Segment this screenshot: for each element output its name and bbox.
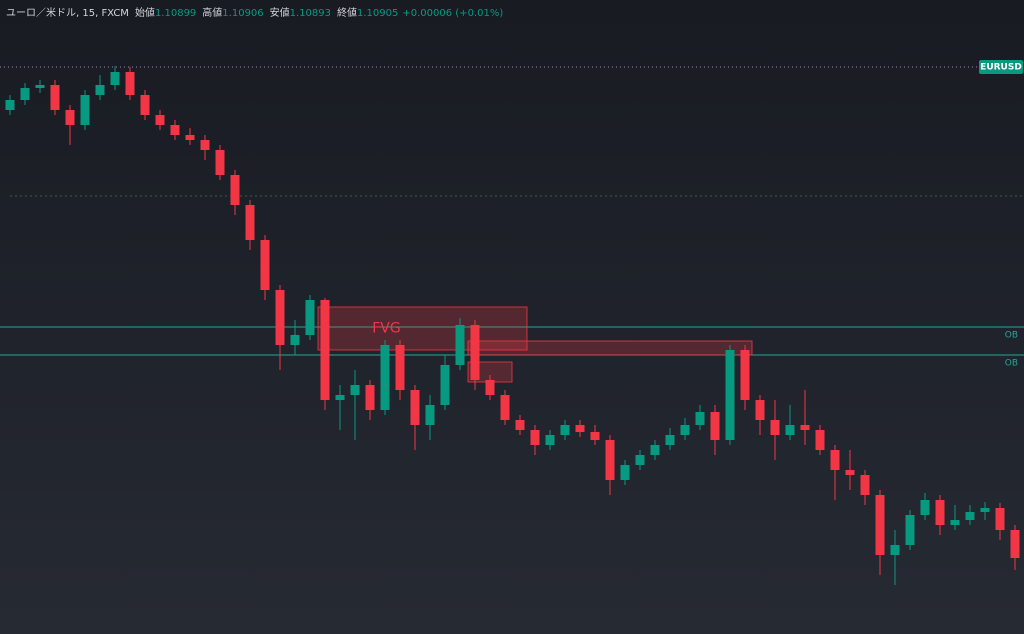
candle-body [1010, 530, 1020, 558]
candle-body [110, 72, 120, 85]
candle-body [530, 430, 540, 445]
candle-body [560, 425, 570, 435]
candle-body [635, 455, 645, 465]
candle-body [680, 425, 690, 435]
candle-body [905, 515, 915, 545]
candle-body [920, 500, 930, 515]
candle-body [95, 85, 105, 95]
candle-body [845, 470, 855, 475]
candle-body [650, 445, 660, 455]
candle-body [305, 300, 315, 335]
candle-body [395, 345, 405, 390]
candle-body [575, 425, 585, 432]
candle-body [605, 440, 615, 480]
field-label: 始値 [135, 6, 155, 19]
candle-body [365, 385, 375, 410]
candle-body [965, 512, 975, 520]
field-value: 1.10905 [357, 8, 398, 19]
candle-body [350, 385, 360, 395]
field-value: 1.10899 [155, 8, 196, 19]
candle-body [320, 300, 330, 400]
candle-body [740, 350, 750, 400]
candle-body [410, 390, 420, 425]
candle-body [485, 380, 495, 395]
candle-body [470, 325, 480, 380]
candle-body [65, 110, 75, 125]
field-label: 終値 [337, 6, 357, 19]
ob-label: OB [1005, 359, 1018, 369]
candle-body [215, 150, 225, 175]
candle-body [335, 395, 345, 400]
candle-body [50, 85, 60, 110]
candle-body [425, 405, 435, 425]
candle-body [200, 140, 210, 150]
candle-body [5, 100, 15, 110]
candle-body [125, 72, 135, 95]
candle-body [950, 520, 960, 525]
candle-body [710, 412, 720, 440]
candle-body [785, 425, 795, 435]
candle-body [935, 500, 945, 525]
candle-body [695, 412, 705, 425]
candle-body [185, 135, 195, 140]
ticker-label: EURUSD [980, 63, 1022, 73]
header: ユーロ／米ドル, 15, FXCM 始値1.10899 高値1.10906 安値1.1… [6, 6, 503, 19]
candle-body [245, 205, 255, 240]
candle-body [20, 88, 30, 100]
candle-body [770, 420, 780, 435]
candle-body [155, 115, 165, 125]
candle-body [440, 365, 450, 405]
candle-body [980, 508, 990, 512]
candle-body [815, 430, 825, 450]
ticker-badge [979, 60, 1023, 74]
candle-body [230, 175, 240, 205]
candle-body [275, 290, 285, 345]
field-value: 1.10893 [290, 8, 331, 19]
candle-body [890, 545, 900, 555]
candle-body [170, 125, 180, 135]
candle-body [380, 345, 390, 410]
zone [467, 340, 753, 356]
candle-body [35, 85, 45, 88]
field-value: 1.10906 [222, 8, 263, 19]
candle-body [545, 435, 555, 445]
candle-body [140, 95, 150, 115]
field-label: 安値 [270, 6, 290, 19]
candle-body [800, 425, 810, 430]
candle-body [260, 240, 270, 290]
candle-body [665, 435, 675, 445]
zone-label: FVG [372, 321, 400, 337]
candle-body [860, 475, 870, 495]
candle-body [455, 325, 465, 365]
candle-body [590, 432, 600, 440]
candle-body [620, 465, 630, 480]
ob-label: OB [1005, 331, 1018, 341]
change: +0.00006 (+0.01%) [402, 8, 503, 19]
candle-body [80, 95, 90, 125]
candle-body [725, 350, 735, 440]
field-label: 高値 [202, 6, 222, 19]
candle-body [755, 400, 765, 420]
candle-body [875, 495, 885, 555]
candle-body [830, 450, 840, 470]
candle-body [500, 395, 510, 420]
symbol: ユーロ／米ドル, 15, FXCM [6, 6, 129, 19]
candle-body [290, 335, 300, 345]
candle-body [995, 508, 1005, 530]
candle-body [515, 420, 525, 430]
zone [317, 306, 528, 351]
